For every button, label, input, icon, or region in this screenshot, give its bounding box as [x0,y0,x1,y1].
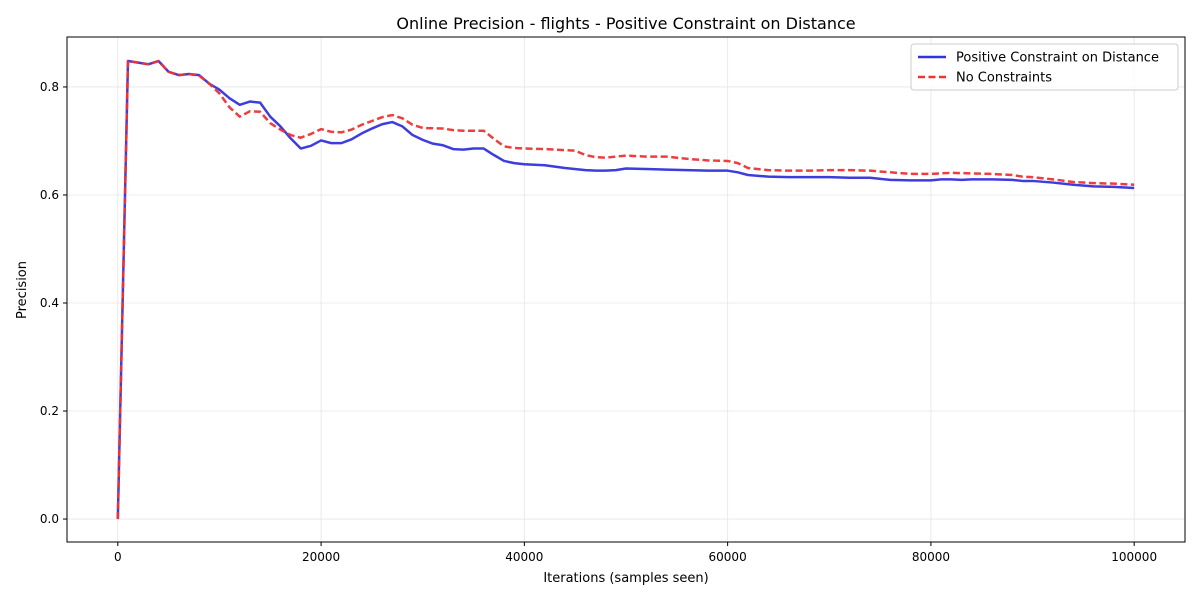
x-tick-label: 40000 [505,550,543,564]
x-tick-label: 0 [114,550,122,564]
y-tick-label: 0.8 [40,80,59,94]
y-tick-label: 0.2 [40,404,59,418]
chart-title: Online Precision - flights - Positive Co… [396,14,855,33]
series-line-no-constraints [116,59,1135,520]
y-tick-label: 0.6 [40,188,59,202]
y-tick-label: 0.4 [40,296,59,310]
series-line-positive-constraint [116,59,1135,520]
series-lines [116,59,1135,520]
legend-label-no-constraints: No Constraints [956,71,1052,86]
legend: Positive Constraint on Distance No Const… [910,43,1179,91]
x-tick-label: 20000 [302,550,340,564]
x-tick-label: 100000 [1111,550,1157,564]
y-axis-label: Precision [15,261,30,319]
axis-ticks: 0 20000 40000 60000 80000 100000 0.0 0.2 0.4 0.6 0… [40,80,1157,564]
legend-label-positive-constraint: Positive Constraint on Distance [956,51,1159,66]
y-tick-label: 0.0 [40,512,59,526]
legend-box [910,43,1179,91]
x-tick-label: 80000 [912,550,950,564]
x-axis-label: Iterations (samples seen) [543,571,708,586]
x-tick-label: 60000 [709,550,747,564]
plot-frame [66,36,1186,543]
